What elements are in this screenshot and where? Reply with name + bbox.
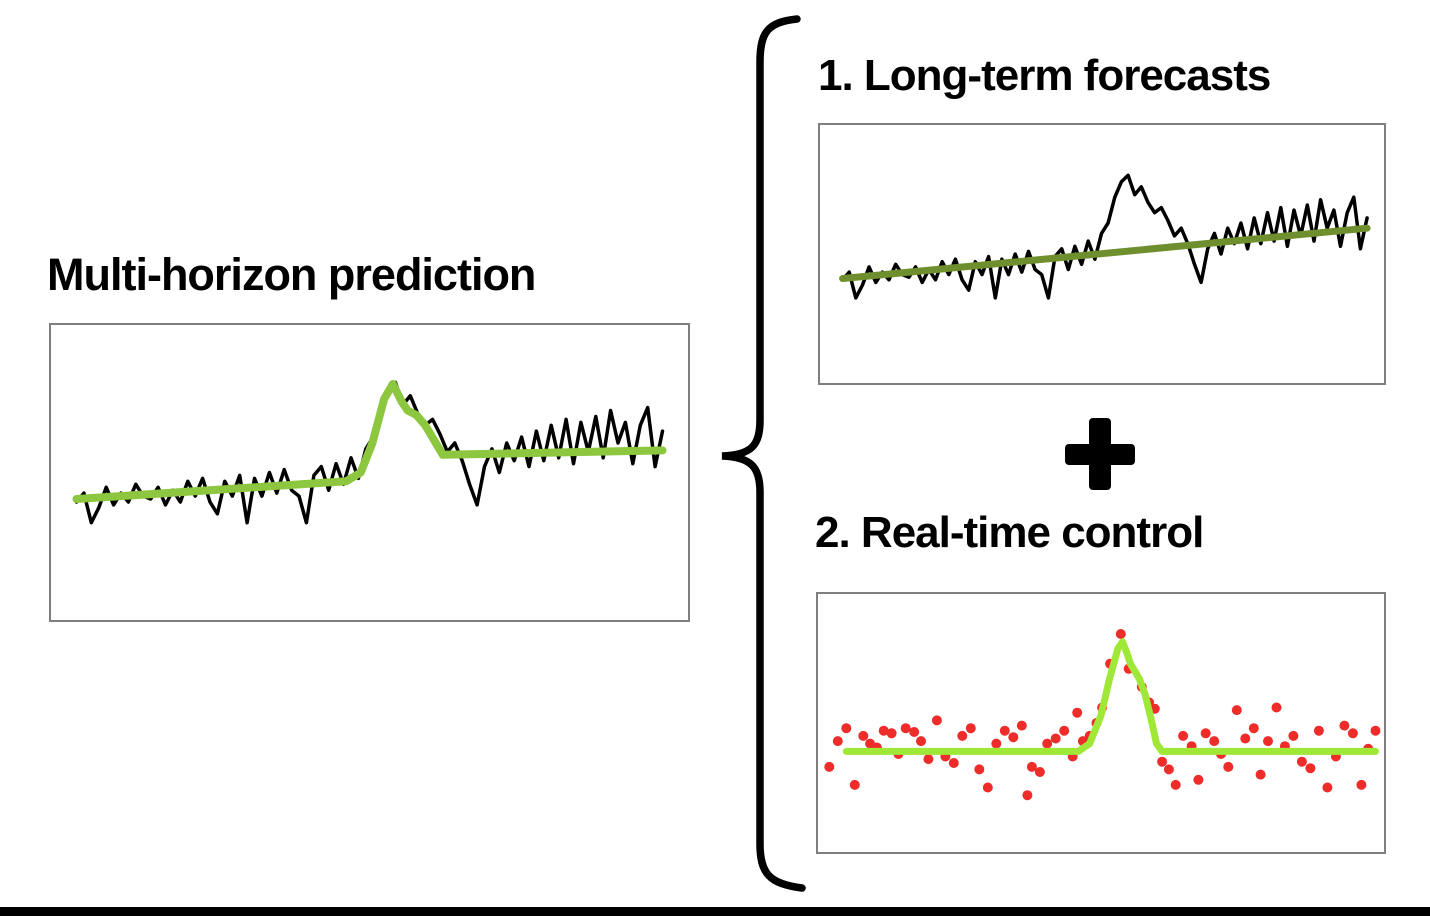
long-term-forecasts-chart: [839, 173, 1371, 300]
bottom-bar: [0, 907, 1430, 916]
plus-icon: [1065, 418, 1135, 490]
long-term-forecasts-title: 1. Long-term forecasts: [818, 51, 1271, 100]
real-time-control-chart-frame: [816, 592, 1386, 854]
multi-horizon-chart: [72, 380, 667, 525]
long-term-forecasts-chart-frame: [818, 123, 1386, 385]
real-time-control-title: 2. Real-time control: [815, 508, 1204, 557]
multi-horizon-title: Multi-horizon prediction: [47, 249, 536, 300]
real-time-control-chart: [824, 629, 1381, 801]
multi-horizon-chart-frame: [49, 323, 690, 622]
plus-icon-vertical-bar: [1089, 418, 1111, 490]
curly-brace: [721, 15, 806, 892]
